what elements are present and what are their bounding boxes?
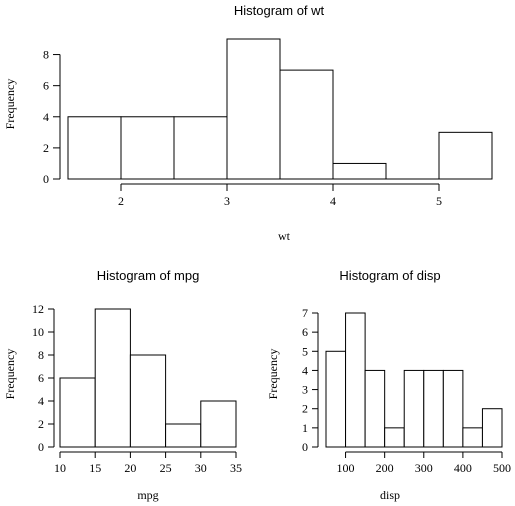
y-tick-label: 2: [38, 417, 44, 431]
histogram-bar: [325, 350, 347, 448]
y-tick-label: 3: [302, 383, 308, 397]
histogram-bar: [59, 377, 96, 448]
chart-title: Histogram of disp: [339, 268, 440, 283]
x-tick-label: 200: [376, 461, 394, 475]
x-axis: 100 200 300 400 500: [337, 451, 511, 475]
y-tick-label: 6: [38, 371, 44, 385]
histogram-bar: [94, 308, 131, 448]
histogram-bar: [442, 369, 464, 448]
y-tick-label: 7: [302, 306, 308, 320]
y-axis-label: Frequency: [3, 349, 17, 400]
y-tick-label: 1: [302, 421, 308, 435]
y-tick-label: 4: [43, 110, 49, 124]
x-tick-label: 10: [54, 461, 66, 475]
histogram-bar: [129, 354, 167, 448]
x-tick-label: 3: [224, 194, 230, 208]
y-axis-label: Frequency: [266, 349, 280, 400]
y-tick-label: 10: [32, 325, 44, 339]
panel-mpg: Histogram of mpg 10 15 20 25 30 35 024681012 …: [3, 268, 242, 502]
histogram-bar: [438, 131, 493, 180]
y-tick-label: 8: [38, 348, 44, 362]
y-tick-label: 0: [38, 440, 44, 454]
x-tick-label: 35: [230, 461, 242, 475]
y-axis: 0 2 4 6 8 10 12: [32, 302, 55, 454]
x-tick-label: 4: [330, 194, 336, 208]
x-tick-label: 5: [436, 194, 442, 208]
y-tick-label: 2: [302, 402, 308, 416]
y-tick-label: 12: [32, 302, 44, 316]
histogram-bar: [165, 423, 202, 448]
chart-title: Histogram of wt: [234, 3, 325, 18]
histogram-bar: [67, 116, 122, 180]
y-tick-label: 5: [302, 344, 308, 358]
x-axis-label: mpg: [137, 488, 158, 502]
bars: [325, 312, 503, 448]
y-axis-label: Frequency: [3, 79, 17, 130]
histogram-bar: [403, 369, 425, 448]
x-axis-label: wt: [278, 229, 291, 243]
histogram-bar: [423, 369, 444, 448]
histogram-bar: [364, 369, 386, 448]
y-tick-label: 6: [43, 79, 49, 93]
panel-wt: Histogram of wt 2 3 4 5 0 2 4 6 8 wt Frequency: [3, 3, 493, 243]
histogram-bar: [345, 312, 366, 448]
y-tick-label: 8: [43, 48, 49, 62]
x-tick-label: 15: [89, 461, 101, 475]
y-tick-label: 6: [302, 325, 308, 339]
y-tick-label: 0: [43, 172, 49, 186]
x-axis: 10 15 20 25 30 35: [54, 451, 242, 475]
x-tick-label: 30: [195, 461, 207, 475]
histogram-bar: [200, 400, 237, 448]
histogram-bar: [332, 162, 387, 180]
y-tick-label: 2: [43, 141, 49, 155]
histogram-bar: [120, 116, 175, 180]
bars: [67, 38, 493, 180]
x-tick-label: 2: [118, 194, 124, 208]
histogram-bar: [481, 408, 503, 448]
histogram-bar: [462, 427, 483, 448]
histogram-bar: [173, 116, 228, 180]
x-axis-label: disp: [380, 488, 400, 502]
y-axis: 0 1 2 3 4 5 6 7: [302, 306, 319, 454]
histogram-bar: [279, 69, 334, 180]
x-tick-label: 400: [454, 461, 472, 475]
x-tick-label: 20: [124, 461, 136, 475]
y-axis: 0 2 4 6 8: [43, 48, 61, 186]
y-tick-label: 0: [302, 440, 308, 454]
x-tick-label: 25: [160, 461, 172, 475]
x-tick-label: 500: [493, 461, 511, 475]
chart-title: Histogram of mpg: [97, 268, 200, 283]
x-axis: 2 3 4 5: [118, 183, 442, 208]
y-tick-label: 4: [38, 394, 44, 408]
x-tick-label: 100: [337, 461, 355, 475]
x-tick-label: 300: [415, 461, 433, 475]
histogram-bar: [226, 38, 281, 180]
bars: [59, 308, 237, 448]
histogram-bar: [384, 427, 405, 448]
panel-disp: Histogram of disp 100 200 300 400 500 0 1 2 3 4 5…: [266, 268, 511, 502]
y-tick-label: 4: [302, 363, 308, 377]
